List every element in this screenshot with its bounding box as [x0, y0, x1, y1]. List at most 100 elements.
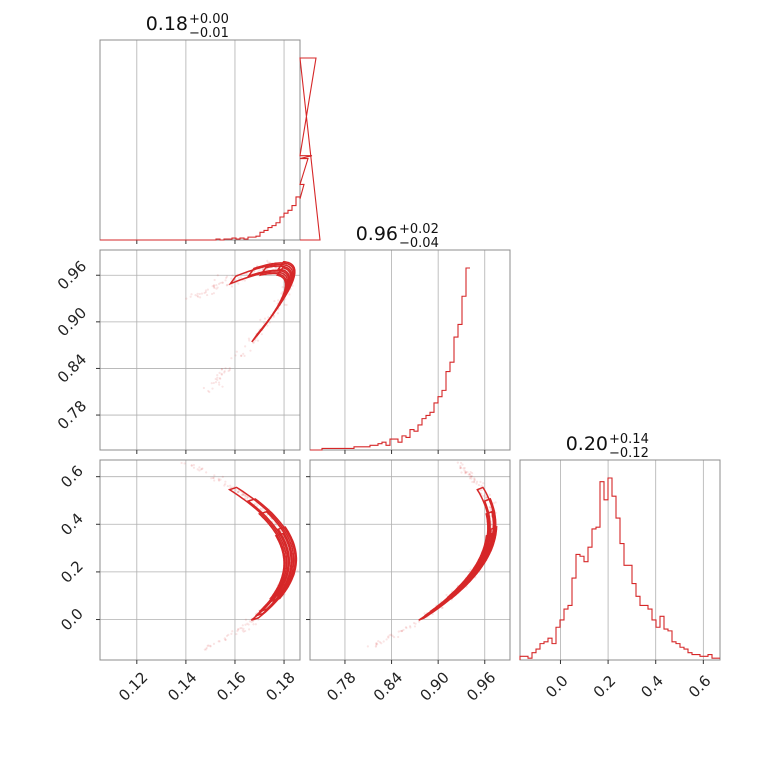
histogram-2	[519, 477, 720, 660]
sample-point	[213, 479, 216, 482]
sample-point	[199, 468, 203, 471]
y-tick-label: 0.84	[54, 350, 90, 386]
sample-point	[221, 281, 224, 284]
sample-point	[237, 628, 240, 631]
sample-point	[468, 570, 471, 573]
sample-point	[200, 467, 204, 471]
axes-frame	[309, 249, 511, 451]
sample-point	[254, 339, 257, 342]
sample-point	[459, 466, 463, 469]
sample-point	[242, 352, 245, 356]
sample-point	[408, 625, 412, 628]
sample-point	[268, 321, 271, 324]
sample-point	[202, 386, 205, 390]
sample-point	[244, 494, 247, 497]
title-median-0: 0.18	[146, 13, 188, 35]
sample-point	[221, 385, 224, 388]
sample-point	[417, 620, 421, 623]
sample-point	[409, 626, 412, 629]
sample-point	[402, 628, 405, 632]
sample-point	[488, 505, 491, 509]
sample-point	[192, 463, 195, 467]
sample-point	[268, 261, 271, 264]
x-tick-label: 0.6	[685, 672, 715, 702]
sample-point	[387, 636, 390, 639]
sample-point	[180, 461, 183, 465]
sample-point	[211, 387, 214, 390]
sample-point	[224, 638, 227, 641]
sample-point	[385, 638, 388, 641]
sample-point	[224, 276, 228, 280]
sample-point	[211, 285, 214, 288]
sample-point	[280, 292, 283, 295]
sample-point	[214, 377, 217, 381]
sample-point	[375, 642, 378, 645]
sample-point	[375, 642, 378, 646]
sample-point	[468, 472, 471, 476]
sample-point	[260, 333, 263, 336]
y-tick-label: 0.2	[57, 557, 87, 587]
title-median-2: 0.20	[566, 433, 608, 455]
contour-level	[227, 486, 295, 617]
sample-point	[205, 471, 208, 474]
sample-point	[272, 315, 275, 319]
sample-point	[225, 275, 229, 278]
sample-point	[240, 354, 243, 357]
sample-point	[242, 492, 245, 496]
x-tick-label: 0.90	[416, 668, 452, 704]
sample-point	[471, 472, 474, 475]
sample-point	[228, 368, 231, 372]
sample-point	[243, 494, 246, 497]
sample-point	[235, 350, 238, 353]
sample-point	[477, 483, 481, 487]
sample-point	[209, 644, 212, 648]
sample-point	[399, 629, 402, 633]
sample-point	[244, 623, 247, 626]
sample-point	[366, 645, 369, 648]
sample-point	[459, 465, 462, 468]
sample-point	[247, 623, 250, 626]
sample-point	[243, 354, 246, 357]
sample-point	[223, 637, 226, 640]
sample-point	[296, 569, 299, 572]
sample-point	[262, 321, 266, 324]
sample-point	[470, 475, 473, 478]
panel-2-2: 0.20 +0.14−0.12	[519, 432, 721, 664]
sample-point	[235, 632, 238, 636]
sample-point	[213, 474, 216, 477]
title-minus-2: −0.12	[609, 446, 649, 461]
y-tick-label: 0.6	[57, 462, 87, 492]
x-tick-label: 0.4	[637, 672, 667, 702]
density-2-1	[366, 461, 498, 648]
x-tick-label: 0.78	[323, 668, 359, 704]
axes-frame	[519, 459, 721, 661]
sample-point	[224, 480, 227, 483]
sample-point	[212, 381, 215, 385]
sample-point	[190, 464, 193, 467]
sample-point	[484, 496, 487, 500]
sample-point	[376, 643, 379, 646]
sample-point	[190, 464, 193, 467]
sample-point	[237, 282, 240, 285]
contour-level	[257, 510, 293, 613]
sample-point	[479, 480, 482, 483]
sample-point	[480, 489, 483, 492]
sample-point	[204, 291, 207, 294]
sample-point	[236, 490, 240, 493]
sample-point	[246, 497, 249, 500]
sample-point	[423, 612, 426, 615]
sample-point	[224, 367, 227, 370]
sample-point	[220, 372, 223, 375]
sample-point	[276, 312, 280, 315]
sample-point	[215, 284, 218, 287]
density-1-0	[185, 259, 296, 394]
sample-point	[456, 461, 459, 464]
sample-point	[198, 296, 202, 299]
sample-point	[388, 634, 391, 637]
sample-point	[197, 295, 200, 298]
sample-point	[382, 640, 385, 643]
sample-point	[374, 645, 377, 648]
sample-point	[378, 641, 382, 644]
sample-point	[494, 501, 497, 504]
sample-point	[464, 471, 467, 474]
